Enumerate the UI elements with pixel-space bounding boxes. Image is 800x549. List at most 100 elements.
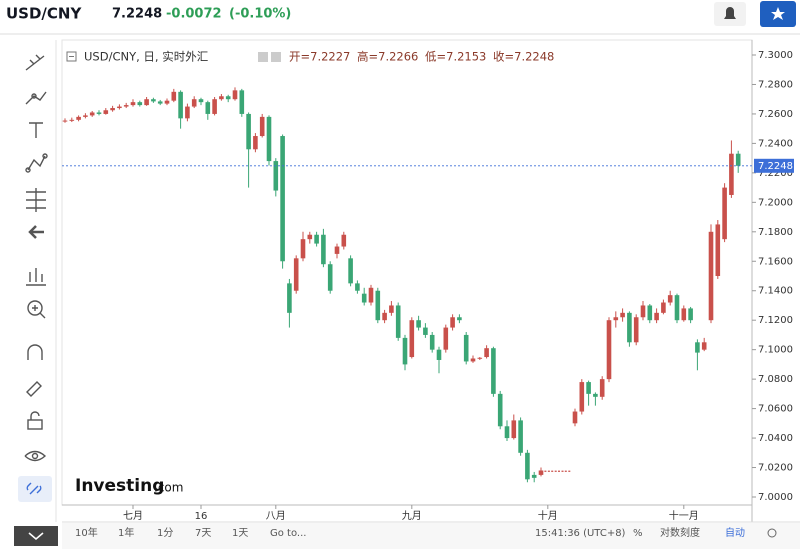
legend-close: 收=7.2248 (493, 50, 554, 64)
candle-body (246, 113, 251, 150)
x-tick-label: 十一月 (669, 509, 699, 522)
candle-body (185, 106, 190, 119)
range-button[interactable]: 1分 (157, 527, 173, 539)
drawing-toolbar (14, 40, 58, 546)
symbol: USD/CNY (6, 5, 82, 23)
legend-open: 开=7.2227 (289, 50, 350, 64)
y-tick-label: 7.0400 (758, 433, 793, 444)
candle-body (212, 99, 217, 114)
candle-body (382, 312, 387, 321)
goto-button[interactable]: Go to... (270, 528, 306, 539)
candle-body (375, 290, 381, 321)
candle-body (151, 99, 156, 102)
y-tick-label: 7.2400 (758, 138, 793, 149)
candle-body (123, 105, 129, 107)
candle-body (198, 99, 204, 103)
candle-body (416, 320, 421, 328)
candle-body (348, 258, 353, 284)
candle-body (715, 224, 721, 276)
candle-body (620, 312, 625, 318)
candle-body (178, 91, 183, 119)
candle-body (103, 110, 109, 114)
candle-body (586, 382, 591, 394)
range-button[interactable]: 1年 (118, 526, 134, 539)
candle-body (491, 348, 496, 394)
candle-body (389, 305, 394, 313)
y-tick-label: 7.0200 (758, 463, 793, 474)
candle-body (314, 234, 319, 244)
candle-body (538, 470, 544, 475)
candle-body (654, 312, 659, 321)
candle-body (137, 102, 143, 106)
legend-collapse[interactable] (66, 51, 77, 62)
candle-body (511, 420, 517, 439)
candle-body (273, 161, 279, 191)
tool-icons[interactable] (18, 54, 52, 502)
y-tick-label: 7.1800 (758, 227, 793, 238)
candle-body (735, 153, 741, 166)
candle-body (293, 258, 299, 291)
legend-title: USD/CNY, 日, 实时外汇 (84, 50, 208, 64)
settings-button[interactable] (767, 528, 777, 538)
candle-body (259, 116, 265, 137)
chart-legend: USD/CNY, 日, 实时外汇 开=7.2227 高=7.2266 低=7.2… (66, 50, 554, 64)
candle-body (157, 101, 163, 104)
legend-settings[interactable] (258, 52, 268, 62)
price-tag-label: 7.2248 (758, 161, 793, 172)
y-tick-label: 7.3000 (758, 50, 793, 61)
y-tick-label: 7.2200 (758, 168, 793, 179)
alert-button[interactable] (714, 2, 746, 26)
favorite-button[interactable] (760, 1, 796, 27)
range-button[interactable]: 7天 (195, 528, 211, 539)
candle-body (355, 283, 360, 291)
auto-toggle[interactable]: 自动 (725, 526, 745, 539)
candle-body (572, 411, 578, 424)
candle-body (606, 320, 612, 380)
candle-body (477, 357, 483, 359)
y-tick-label: 7.2600 (758, 109, 793, 120)
candle-body (722, 187, 727, 240)
plot-frame (61, 39, 753, 506)
candle-body (423, 327, 428, 335)
candle-body (627, 312, 632, 343)
candle-body (450, 317, 455, 328)
candle-body (463, 334, 469, 362)
candle-body (361, 293, 367, 303)
candle-body (83, 115, 88, 117)
candle-body (518, 420, 523, 453)
candle-body (409, 320, 415, 358)
y-tick-label: 7.1600 (758, 256, 793, 267)
candle-body (96, 112, 102, 114)
x-tick-label: 16 (195, 511, 208, 522)
range-button[interactable]: 10年 (75, 526, 98, 539)
candle-body (436, 349, 442, 360)
candle-body (225, 96, 231, 100)
y-tick-label: 7.2800 (758, 79, 793, 90)
collapse-button[interactable] (14, 526, 58, 546)
candle-body (219, 96, 224, 100)
y-tick-label: 7.0000 (758, 492, 793, 503)
y-tick-label: 7.1400 (758, 286, 793, 297)
x-tick-label: 九月 (402, 510, 422, 522)
candle-body (402, 337, 408, 365)
legend-remove[interactable] (271, 52, 281, 62)
candle-body (647, 305, 653, 321)
candle-body (191, 99, 197, 107)
candle-body (497, 393, 503, 427)
candle-body (130, 102, 136, 106)
candle-body (708, 231, 714, 321)
percent-toggle[interactable]: % (633, 528, 643, 539)
candle-body (321, 234, 326, 265)
y-tick-label: 7.1000 (758, 345, 793, 356)
y-tick-label: 7.1200 (758, 315, 793, 326)
range-button[interactable]: 1天 (232, 528, 248, 539)
candle-body (470, 358, 476, 362)
candle-body (62, 120, 68, 122)
log-toggle[interactable]: 对数刻度 (660, 526, 700, 539)
candle-body (613, 317, 619, 321)
candle-body (504, 426, 510, 439)
candle-body (307, 234, 313, 240)
candle-body (239, 90, 245, 114)
candle-body (341, 234, 347, 247)
candle-body (531, 474, 537, 478)
